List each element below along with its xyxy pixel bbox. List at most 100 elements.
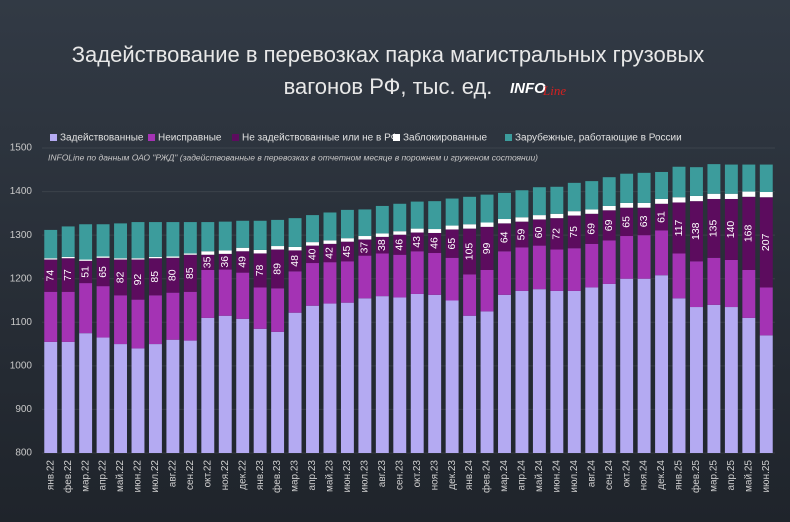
x-tick-label: ноя.23 [429,460,440,491]
x-tick-label: дек.24 [656,460,667,490]
bar-segment [550,186,564,214]
bar-segment [498,294,511,453]
bar-segment [358,298,372,453]
logo: INFO [510,80,546,97]
bar-segment [428,232,442,254]
bar-segment [550,218,564,250]
bar-segment [637,235,651,279]
bar-segment [480,311,494,453]
bar-segment [340,209,354,239]
bar-segment [550,213,564,219]
bar-segment [44,229,58,259]
value-label: 36 [219,256,231,268]
bar-segment [323,303,337,453]
bar-segment [532,219,546,246]
x-tick-label: авг.22 [168,460,179,488]
value-label: 77 [62,269,74,281]
bar-segment [306,245,319,264]
bar-segment [428,229,442,233]
bar-segment [620,278,634,453]
bar-segment [114,258,127,260]
x-tick-label: фев.23 [271,460,283,493]
bar-segment [672,166,686,198]
bar-segment [375,233,389,237]
x-tick-label: янв.22 [45,460,56,491]
legend-label: Не задействованные или не в РФ [242,133,399,144]
bar-segment [585,209,599,214]
x-tick-label: мар.23 [290,460,301,492]
bar-segment [742,191,756,197]
bar-segment [445,229,459,258]
bar-segment [218,221,232,251]
value-label: 117 [673,219,685,236]
x-tick-label: сен.23 [394,460,405,490]
value-label: 63 [638,215,650,227]
bar-segment [602,240,616,284]
bar-segment [306,263,319,306]
bar-segment [724,193,738,199]
bar-segment [236,272,250,319]
bar-segment [393,254,407,298]
x-tick-label: май.25 [743,460,754,492]
bar-segment [532,289,546,453]
value-label: 51 [79,266,91,278]
x-tick-label: янв.23 [255,460,266,491]
bar-segment [375,236,389,254]
bar-segment [410,293,424,453]
x-tick-label: окт.22 [202,460,213,488]
bar-segment [183,291,197,341]
value-label: 69 [586,223,598,235]
bar-segment [550,249,564,291]
bar-segment [515,290,529,453]
bar-segment [567,182,581,212]
x-tick-label: авг.23 [377,460,388,488]
bar-segment [271,219,285,247]
bar-segment [375,253,389,297]
bar-segment [114,223,127,259]
x-tick-label: май.24 [534,460,545,492]
value-label: 69 [603,219,615,231]
legend-marker [393,134,400,141]
value-label: 138 [690,222,702,240]
bar-segment [323,240,337,244]
bar-segment [288,246,302,251]
bar-segment [463,196,477,225]
bar-segment [288,250,302,272]
bar-segment [148,295,162,345]
y-tick-label: 1100 [10,317,32,328]
x-tick-label: июл.23 [360,460,371,493]
bar-segment [201,254,215,270]
bar-segment [585,243,599,288]
bar-segment [218,253,232,270]
bar-segment [271,331,285,453]
bar-segment [532,215,546,220]
x-tick-label: мар.25 [709,460,720,492]
x-tick-label: апр.25 [726,460,737,491]
bar-segment [707,257,721,305]
bar-segment [131,258,145,260]
bar-segment [724,259,738,308]
value-label: 38 [376,239,388,251]
bar-segment [96,257,110,287]
bar-segment [183,340,197,453]
bar-segment [655,230,669,276]
y-tick-label: 1000 [10,360,33,371]
x-tick-label: июн.22 [133,460,144,493]
bar-segment [79,259,93,261]
bar-segment [340,261,354,303]
bar-segment [183,254,197,292]
bar-segment [148,344,162,453]
bar-segment [340,302,354,453]
bar-segment [707,164,721,194]
bar-segment [323,243,337,263]
bar-segment [44,291,58,342]
bar-segment [271,288,285,332]
value-label: 72 [551,228,563,240]
bar-segment [759,287,773,336]
bar-segment [218,269,232,316]
bar-segment [61,341,75,453]
bar-segment [358,239,372,256]
bar-segment [532,187,546,216]
bar-segment [236,220,250,248]
